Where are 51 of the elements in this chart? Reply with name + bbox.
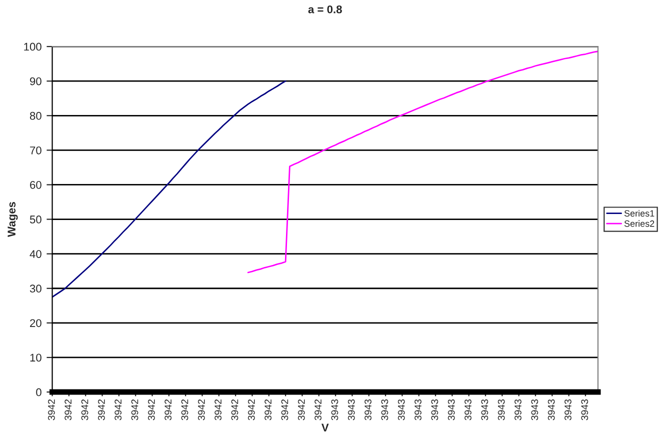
x-tick-label: 3942 xyxy=(81,399,88,420)
x-tick-label: 3943 xyxy=(514,399,522,420)
x-tick-label: 3942 xyxy=(314,399,322,420)
y-tick-label: 80 xyxy=(30,112,42,120)
x-tick-label: 3943 xyxy=(448,399,455,420)
x-tick-label: 3943 xyxy=(481,399,488,420)
x-tick-label: 3942 xyxy=(164,399,172,420)
x-tick-label: 3942 xyxy=(281,399,288,420)
chart-title: a = 0.8 xyxy=(308,5,342,14)
x-tick-label: 3942 xyxy=(148,399,155,420)
x-tick-label: 3942 xyxy=(231,399,238,420)
x-tick-label: 3942 xyxy=(198,399,205,420)
y-axis-title: Wages xyxy=(8,202,18,237)
x-tick-label: 3943 xyxy=(398,399,405,420)
x-tick-label: 3942 xyxy=(248,399,255,420)
x-tick-label: 3942 xyxy=(298,399,305,420)
y-tick-label: 60 xyxy=(30,181,42,189)
x-tick-label: 3943 xyxy=(414,399,422,420)
x-tick-label: 3943 xyxy=(564,399,572,420)
y-tick-label: 40 xyxy=(30,250,42,258)
legend-label: Series2 xyxy=(624,220,654,227)
y-tick-label: 90 xyxy=(30,77,42,86)
y-tick-label: 0 xyxy=(36,388,42,396)
x-tick-label: 3943 xyxy=(364,399,372,420)
x-tick-label: 3942 xyxy=(181,399,188,420)
x-tick-label: 3942 xyxy=(214,399,222,420)
x-tick-label: 3942 xyxy=(98,399,105,420)
line-series xyxy=(52,80,286,298)
y-tick-label: 10 xyxy=(30,354,42,362)
x-tick-label: 3943 xyxy=(548,399,555,420)
x-tick-label: 3943 xyxy=(498,399,505,420)
line-series xyxy=(247,50,598,274)
y-tick-label: 20 xyxy=(30,319,42,328)
x-tick-label: 3943 xyxy=(331,399,338,420)
x-tick-label: 3942 xyxy=(264,399,272,420)
x-tick-label: 3942 xyxy=(64,399,72,420)
y-tick-label: 100 xyxy=(24,42,42,51)
x-axis-title: V xyxy=(321,424,329,432)
x-tick-label: 3943 xyxy=(531,399,538,420)
x-tick-label: 3943 xyxy=(348,399,355,420)
y-tick-label: 30 xyxy=(30,284,42,293)
x-tick-label: 3942 xyxy=(131,399,138,420)
x-tick-label: 3942 xyxy=(114,399,122,420)
legend-label: Series1 xyxy=(624,210,654,217)
x-tick-label: 3943 xyxy=(581,399,588,420)
y-tick-label: 70 xyxy=(30,146,42,154)
x-tick-label: 3943 xyxy=(431,399,438,420)
y-tick-label: 50 xyxy=(30,216,42,224)
x-tick-label: 3942 xyxy=(48,399,55,420)
x-tick-label: 3943 xyxy=(464,399,472,420)
x-tick-label: 3943 xyxy=(381,399,388,420)
